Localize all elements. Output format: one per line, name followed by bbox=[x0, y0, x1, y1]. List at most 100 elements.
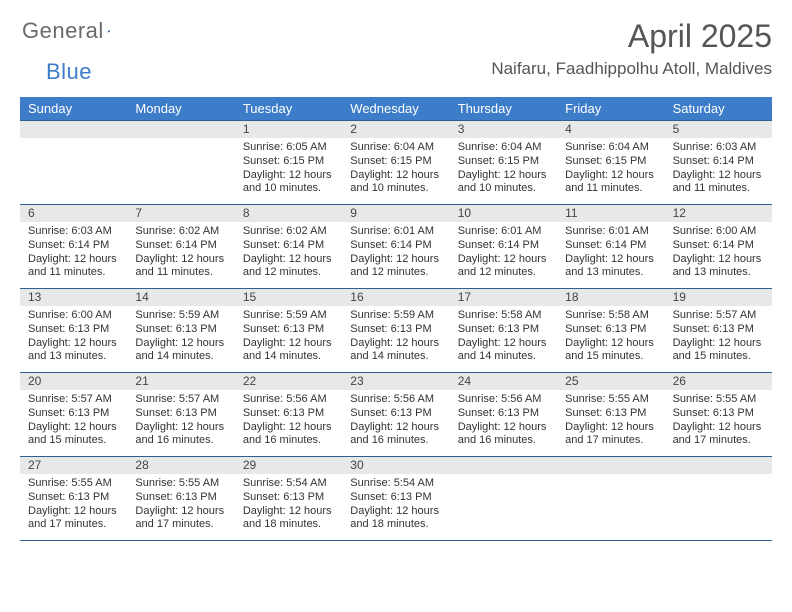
day-daylight2: and 15 minutes. bbox=[565, 350, 656, 364]
date-cell: 28 bbox=[127, 457, 234, 474]
week-body-row: Sunrise: 6:05 AMSunset: 6:15 PMDaylight:… bbox=[20, 138, 772, 204]
day-sunrise: Sunrise: 5:56 AM bbox=[458, 393, 549, 407]
day-daylight2: and 14 minutes. bbox=[135, 350, 226, 364]
day-daylight2: and 17 minutes. bbox=[28, 518, 119, 532]
week-date-row: 20212223242526 bbox=[20, 372, 772, 390]
day-body-cell: Sunrise: 5:58 AMSunset: 6:13 PMDaylight:… bbox=[450, 306, 557, 372]
day-daylight2: and 17 minutes. bbox=[135, 518, 226, 532]
day-body-cell: Sunrise: 5:55 AMSunset: 6:13 PMDaylight:… bbox=[127, 474, 234, 540]
day-sunrise: Sunrise: 5:57 AM bbox=[135, 393, 226, 407]
day-daylight1: Daylight: 12 hours bbox=[28, 253, 119, 267]
day-daylight2: and 16 minutes. bbox=[243, 434, 334, 448]
day-daylight1: Daylight: 12 hours bbox=[673, 337, 764, 351]
day-sunset: Sunset: 6:13 PM bbox=[135, 323, 226, 337]
day-body-cell: Sunrise: 5:56 AMSunset: 6:13 PMDaylight:… bbox=[450, 390, 557, 456]
date-cell bbox=[665, 457, 772, 474]
day-header-wednesday: Wednesday bbox=[342, 97, 449, 120]
day-sunrise: Sunrise: 6:02 AM bbox=[243, 225, 334, 239]
day-header-saturday: Saturday bbox=[665, 97, 772, 120]
day-sunset: Sunset: 6:13 PM bbox=[243, 323, 334, 337]
day-sunset: Sunset: 6:13 PM bbox=[28, 323, 119, 337]
day-sunset: Sunset: 6:14 PM bbox=[135, 239, 226, 253]
day-sunrise: Sunrise: 5:58 AM bbox=[565, 309, 656, 323]
day-sunrise: Sunrise: 5:59 AM bbox=[135, 309, 226, 323]
date-cell: 7 bbox=[127, 205, 234, 222]
day-sunset: Sunset: 6:13 PM bbox=[565, 407, 656, 421]
weeks-container: 12345Sunrise: 6:05 AMSunset: 6:15 PMDayl… bbox=[20, 120, 772, 540]
day-body-cell: Sunrise: 5:57 AMSunset: 6:13 PMDaylight:… bbox=[20, 390, 127, 456]
day-daylight2: and 17 minutes. bbox=[673, 434, 764, 448]
day-daylight1: Daylight: 12 hours bbox=[350, 337, 441, 351]
day-daylight1: Daylight: 12 hours bbox=[458, 421, 549, 435]
day-body-cell: Sunrise: 5:56 AMSunset: 6:13 PMDaylight:… bbox=[235, 390, 342, 456]
day-body-cell: Sunrise: 5:59 AMSunset: 6:13 PMDaylight:… bbox=[127, 306, 234, 372]
title-block: April 2025 Naifaru, Faadhippolhu Atoll, … bbox=[491, 18, 772, 79]
day-body-cell: Sunrise: 6:04 AMSunset: 6:15 PMDaylight:… bbox=[342, 138, 449, 204]
date-cell: 10 bbox=[450, 205, 557, 222]
day-sunset: Sunset: 6:14 PM bbox=[28, 239, 119, 253]
day-body-cell: Sunrise: 6:01 AMSunset: 6:14 PMDaylight:… bbox=[450, 222, 557, 288]
day-daylight1: Daylight: 12 hours bbox=[673, 169, 764, 183]
date-cell: 15 bbox=[235, 289, 342, 306]
date-cell: 13 bbox=[20, 289, 127, 306]
day-daylight1: Daylight: 12 hours bbox=[135, 337, 226, 351]
day-daylight2: and 11 minutes. bbox=[135, 266, 226, 280]
day-body-cell: Sunrise: 5:55 AMSunset: 6:13 PMDaylight:… bbox=[20, 474, 127, 540]
date-cell: 27 bbox=[20, 457, 127, 474]
day-daylight1: Daylight: 12 hours bbox=[673, 253, 764, 267]
day-sunrise: Sunrise: 6:04 AM bbox=[458, 141, 549, 155]
day-sunset: Sunset: 6:13 PM bbox=[135, 491, 226, 505]
day-daylight2: and 14 minutes. bbox=[458, 350, 549, 364]
date-cell: 23 bbox=[342, 373, 449, 390]
day-body-cell bbox=[127, 138, 234, 204]
date-cell: 1 bbox=[235, 121, 342, 138]
day-daylight2: and 15 minutes. bbox=[673, 350, 764, 364]
day-body-cell: Sunrise: 6:00 AMSunset: 6:14 PMDaylight:… bbox=[665, 222, 772, 288]
day-body-cell: Sunrise: 6:02 AMSunset: 6:14 PMDaylight:… bbox=[127, 222, 234, 288]
week-date-row: 13141516171819 bbox=[20, 288, 772, 306]
day-body-cell: Sunrise: 6:04 AMSunset: 6:15 PMDaylight:… bbox=[557, 138, 664, 204]
day-sunset: Sunset: 6:13 PM bbox=[673, 323, 764, 337]
day-body-cell: Sunrise: 5:59 AMSunset: 6:13 PMDaylight:… bbox=[235, 306, 342, 372]
day-sunrise: Sunrise: 6:00 AM bbox=[28, 309, 119, 323]
day-daylight1: Daylight: 12 hours bbox=[565, 337, 656, 351]
day-sunset: Sunset: 6:14 PM bbox=[673, 155, 764, 169]
day-daylight2: and 16 minutes. bbox=[458, 434, 549, 448]
day-daylight2: and 18 minutes. bbox=[243, 518, 334, 532]
date-cell: 26 bbox=[665, 373, 772, 390]
day-daylight1: Daylight: 12 hours bbox=[28, 337, 119, 351]
day-daylight2: and 10 minutes. bbox=[350, 182, 441, 196]
day-sunrise: Sunrise: 5:55 AM bbox=[135, 477, 226, 491]
date-cell bbox=[127, 121, 234, 138]
day-sunset: Sunset: 6:15 PM bbox=[350, 155, 441, 169]
day-sunrise: Sunrise: 6:04 AM bbox=[350, 141, 441, 155]
day-daylight1: Daylight: 12 hours bbox=[243, 253, 334, 267]
day-daylight1: Daylight: 12 hours bbox=[135, 253, 226, 267]
day-daylight1: Daylight: 12 hours bbox=[350, 253, 441, 267]
day-body-cell: Sunrise: 5:57 AMSunset: 6:13 PMDaylight:… bbox=[665, 306, 772, 372]
day-daylight2: and 13 minutes. bbox=[565, 266, 656, 280]
day-sunset: Sunset: 6:15 PM bbox=[458, 155, 549, 169]
day-sunrise: Sunrise: 6:01 AM bbox=[350, 225, 441, 239]
day-daylight1: Daylight: 12 hours bbox=[565, 421, 656, 435]
logo-triangle-icon bbox=[107, 20, 111, 42]
day-sunrise: Sunrise: 5:57 AM bbox=[28, 393, 119, 407]
day-sunset: Sunset: 6:13 PM bbox=[673, 407, 764, 421]
day-body-cell: Sunrise: 6:00 AMSunset: 6:13 PMDaylight:… bbox=[20, 306, 127, 372]
date-cell: 3 bbox=[450, 121, 557, 138]
day-body-cell: Sunrise: 6:02 AMSunset: 6:14 PMDaylight:… bbox=[235, 222, 342, 288]
day-sunset: Sunset: 6:14 PM bbox=[458, 239, 549, 253]
day-body-cell bbox=[665, 474, 772, 540]
brand-text-2: Blue bbox=[46, 59, 92, 85]
day-sunset: Sunset: 6:13 PM bbox=[28, 491, 119, 505]
date-cell: 8 bbox=[235, 205, 342, 222]
day-sunrise: Sunrise: 6:04 AM bbox=[565, 141, 656, 155]
day-body-cell: Sunrise: 5:56 AMSunset: 6:13 PMDaylight:… bbox=[342, 390, 449, 456]
day-header-tuesday: Tuesday bbox=[235, 97, 342, 120]
date-cell: 5 bbox=[665, 121, 772, 138]
day-daylight1: Daylight: 12 hours bbox=[28, 421, 119, 435]
date-cell: 9 bbox=[342, 205, 449, 222]
day-daylight2: and 10 minutes. bbox=[243, 182, 334, 196]
day-daylight1: Daylight: 12 hours bbox=[458, 337, 549, 351]
date-cell bbox=[557, 457, 664, 474]
